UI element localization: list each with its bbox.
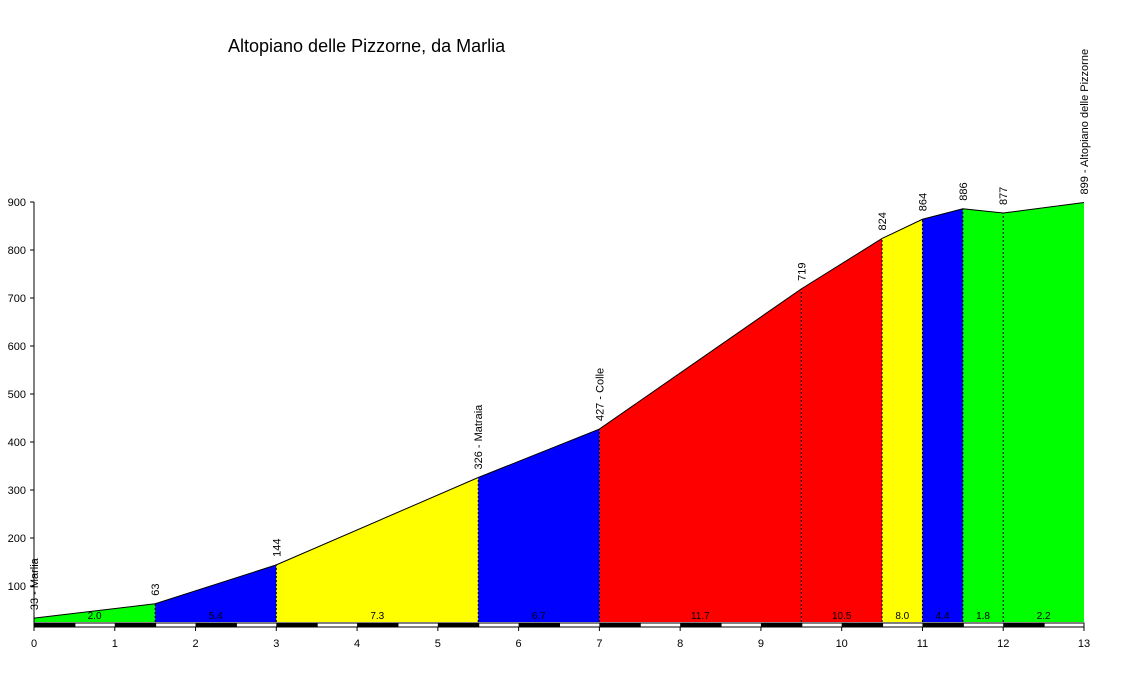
x-tick-label-13: 13 (1078, 638, 1090, 650)
segment-1 (155, 564, 277, 622)
point-label-7: 864 (917, 193, 929, 211)
gradient-label-1: 5.4 (209, 611, 223, 622)
gradient-label-9: 2.2 (1037, 611, 1051, 622)
km-bar-block-1 (114, 623, 157, 627)
profile-segments (34, 202, 1084, 623)
gradient-labels: 2.0 5.4 7.3 6.7 11.7 10.5 8.0 4.4 1.8 2.2 (88, 611, 1051, 622)
point-label-9: 877 (998, 187, 1010, 205)
segment-5 (801, 238, 883, 623)
y-tick-label-700: 700 (8, 293, 26, 305)
x-tick-label-5: 5 (435, 638, 441, 650)
x-tick-label-0: 0 (31, 638, 37, 650)
km-bar-block-5 (437, 623, 480, 627)
y-tick-label-300: 300 (8, 485, 26, 497)
point-label-10: 899 - Altopiano delle Pizzorne (1079, 49, 1091, 195)
segment-0 (34, 603, 156, 622)
x-tick-label-9: 9 (758, 638, 764, 650)
segment-2 (276, 477, 479, 622)
point-label-4: 427 - Colle (594, 368, 606, 421)
km-bar-block-6 (518, 623, 560, 627)
km-bar-block-0 (34, 623, 76, 627)
point-label-2: 144 (271, 539, 283, 557)
x-tick-label-12: 12 (997, 638, 1009, 650)
gradient-label-7: 4.4 (936, 611, 950, 622)
y-tick-label-800: 800 (8, 245, 26, 257)
gradient-label-8: 1.8 (976, 611, 990, 622)
point-label-6: 824 (877, 212, 889, 230)
km-bar-block-3 (276, 623, 318, 627)
x-tick-label-4: 4 (354, 638, 360, 650)
km-bar-block-4 (357, 623, 399, 627)
segment-7 (922, 208, 963, 622)
y-tick-label-200: 200 (8, 533, 26, 545)
gradient-label-4: 11.7 (691, 611, 710, 622)
km-bar-block-9 (760, 623, 803, 627)
profile-line (33, 201, 1085, 619)
km-bar-block-7 (599, 623, 641, 627)
point-labels: 33 - Marlia 63 144 326 - Matraia 427 - Colle… (29, 49, 1091, 610)
point-label-5: 719 (796, 263, 808, 281)
segment-6 (882, 219, 923, 622)
point-label-0: 33 - Marlia (29, 557, 41, 610)
km-bar-block-8 (680, 623, 722, 627)
chart-title: Altopiano delle Pizzorne, da Marlia (228, 36, 506, 56)
y-axis: 100 200 300 400 500 600 700 800 900 (8, 197, 35, 624)
x-tick-label-8: 8 (677, 638, 683, 650)
km-bar-block-12 (1003, 623, 1045, 627)
gradient-label-5: 10.5 (832, 611, 852, 622)
x-axis: 0 1 2 3 4 5 6 7 8 9 10 11 12 13 (31, 627, 1090, 650)
y-tick-label-400: 400 (8, 437, 26, 449)
segment-8 (962, 208, 1004, 622)
x-tick-label-10: 10 (836, 638, 848, 650)
km-bar-block-10 (841, 623, 884, 627)
segment-9 (1003, 202, 1084, 623)
gradient-label-0: 2.0 (88, 611, 102, 622)
x-tick-label-11: 11 (917, 638, 928, 650)
y-tick-label-100: 100 (8, 581, 26, 593)
x-tick-label-7: 7 (596, 638, 602, 650)
km-scale-bar (33, 622, 1085, 628)
point-label-1: 63 (150, 584, 162, 596)
x-tick-label-1: 1 (112, 638, 118, 650)
x-tick-label-3: 3 (273, 638, 279, 650)
point-label-8: 886 (958, 182, 970, 200)
gradient-label-6: 8.0 (895, 611, 909, 622)
profile-outline (33, 201, 1085, 619)
km-bar-block-2 (195, 623, 237, 627)
gradient-label-3: 6.7 (532, 611, 546, 622)
segment-4 (599, 288, 802, 622)
km-bar-block-11 (922, 623, 964, 627)
x-tick-label-2: 2 (192, 638, 198, 650)
y-tick-label-900: 900 (8, 197, 26, 209)
point-label-3: 326 - Matraia (473, 404, 485, 470)
segment-dividers (154, 208, 1004, 622)
y-tick-label-500: 500 (8, 389, 26, 401)
y-tick-label-600: 600 (8, 341, 26, 353)
x-tick-label-6: 6 (516, 638, 522, 650)
segment-3 (478, 429, 600, 622)
gradient-label-2: 7.3 (370, 611, 384, 622)
